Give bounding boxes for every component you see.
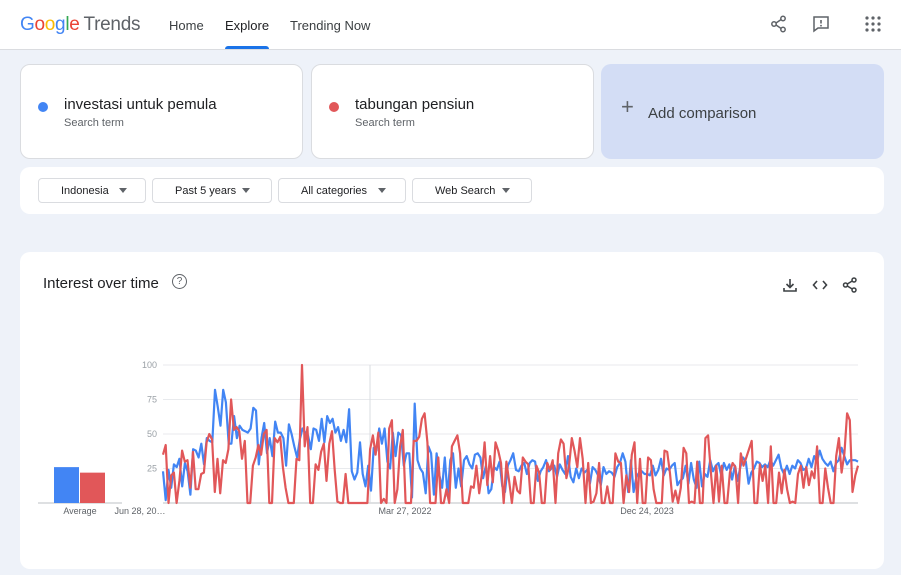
feedback-icon[interactable]	[811, 14, 831, 34]
filter-time-range[interactable]: Past 5 years	[152, 178, 272, 203]
term-card-1[interactable]: investasi untuk pemula Search term	[20, 64, 303, 159]
top-bar: Google Trends Home Explore Trending Now	[0, 0, 901, 50]
share-icon[interactable]	[769, 14, 789, 34]
caret-down-icon	[378, 188, 386, 193]
term-name: investasi untuk pemula	[64, 96, 217, 113]
x-tick-label: Mar 27, 2022	[378, 506, 431, 516]
interest-over-time-card: Interest over time ? 25 50 75 100 Jun 28, 20…	[20, 252, 884, 569]
term-type: Search term	[355, 117, 415, 129]
term-card-2[interactable]: tabungan pensiun Search term	[311, 64, 594, 159]
caret-down-icon	[502, 188, 510, 193]
average-label: Average	[63, 506, 96, 516]
filter-search-type[interactable]: Web Search	[412, 178, 532, 203]
apps-icon[interactable]	[863, 14, 883, 34]
google-trends-logo[interactable]: Google Trends	[20, 14, 141, 35]
average-bar	[54, 467, 79, 503]
average-bar	[80, 472, 105, 503]
chart-title: Interest over time	[43, 275, 159, 292]
filter-region[interactable]: Indonesia	[38, 178, 146, 203]
nav-trending-now[interactable]: Trending Now	[290, 18, 371, 33]
y-tick-label: 50	[147, 429, 157, 439]
x-tick-label: Dec 24, 2023	[620, 506, 674, 516]
y-tick-label: 100	[142, 360, 157, 370]
filter-category[interactable]: All categories	[278, 178, 406, 203]
plus-icon: +	[621, 94, 634, 119]
y-tick-label: 25	[147, 464, 157, 474]
term-type: Search term	[64, 117, 124, 129]
comparison-area: investasi untuk pemula Search term tabun…	[0, 50, 901, 233]
nav-explore[interactable]: Explore	[225, 0, 270, 49]
x-tick-label: Jun 28, 20…	[114, 506, 165, 516]
embed-code-icon[interactable]	[811, 276, 829, 294]
filter-bar: Indonesia Past 5 years All categories We…	[20, 167, 884, 214]
caret-down-icon	[242, 188, 250, 193]
add-comparison-label: Add comparison	[648, 105, 757, 122]
share-chart-icon[interactable]	[841, 276, 859, 294]
series-color-dot	[38, 102, 48, 112]
caret-down-icon	[119, 188, 127, 193]
series-line	[161, 363, 860, 505]
download-icon[interactable]	[781, 276, 799, 294]
term-name: tabungan pensiun	[355, 96, 475, 113]
nav-home[interactable]: Home	[169, 18, 204, 33]
help-icon[interactable]: ?	[172, 274, 187, 289]
interest-chart[interactable]: 25 50 75 100 Jun 28, 20… Mar 27, 2022 Dec 24, …	[20, 252, 884, 569]
series-color-dot	[329, 102, 339, 112]
y-tick-label: 75	[147, 395, 157, 405]
add-comparison-button[interactable]: + Add comparison	[601, 64, 884, 159]
